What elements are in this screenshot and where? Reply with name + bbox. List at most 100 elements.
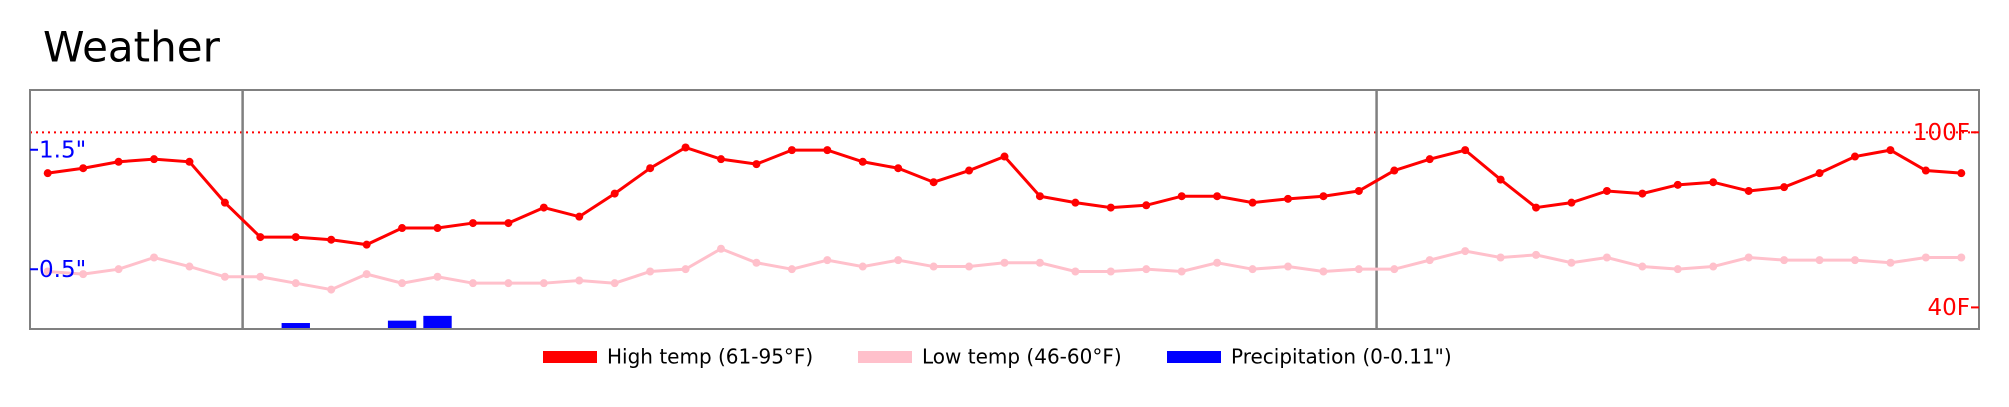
temp-point xyxy=(1815,169,1824,178)
temp-point xyxy=(1638,262,1647,271)
temp-point xyxy=(575,276,584,285)
temp-point xyxy=(220,272,229,281)
temp-point xyxy=(185,157,194,166)
temp-point xyxy=(433,224,442,233)
temp-point xyxy=(1496,253,1505,262)
temp-point xyxy=(1886,258,1895,267)
temp-point xyxy=(1532,203,1541,212)
temp-point xyxy=(646,164,655,173)
temp-point xyxy=(1673,180,1682,189)
temp-point xyxy=(1213,192,1222,201)
precip-bar xyxy=(281,323,310,329)
temp-point xyxy=(1000,258,1009,267)
precip-bar xyxy=(423,315,452,329)
temp-point xyxy=(327,235,336,244)
legend-label: High temp (61-95°F) xyxy=(607,345,813,369)
temp-point xyxy=(1142,265,1151,274)
temp-point xyxy=(1709,262,1718,271)
temp-point xyxy=(1035,192,1044,201)
temp-point xyxy=(220,198,229,207)
temp-point xyxy=(1142,201,1151,210)
chart-title: Weather xyxy=(43,23,221,72)
temp-point xyxy=(752,258,761,267)
y-tick-label: 40F xyxy=(1928,295,1971,321)
temp-point xyxy=(1354,265,1363,274)
temp-point xyxy=(185,262,194,271)
temp-point xyxy=(1071,267,1080,276)
temp-point xyxy=(291,233,300,242)
legend-swatch xyxy=(543,351,597,363)
y2-tick-label: 1.5" xyxy=(39,137,86,163)
temp-point xyxy=(1461,146,1470,155)
temp-point xyxy=(1177,192,1186,201)
temp-point xyxy=(1957,169,1966,178)
temp-point xyxy=(1496,175,1505,184)
temp-point xyxy=(1921,253,1930,262)
temp-point xyxy=(575,212,584,221)
temp-line xyxy=(47,145,1962,247)
temp-point xyxy=(1213,258,1222,267)
temp-point xyxy=(468,279,477,288)
temp-point xyxy=(539,203,548,212)
temp-point xyxy=(1319,267,1328,276)
temp-point xyxy=(894,164,903,173)
temp-point xyxy=(1673,265,1682,274)
temp-point xyxy=(43,169,52,178)
temp-point xyxy=(114,157,123,166)
temp-point xyxy=(681,143,690,152)
temp-point xyxy=(256,272,265,281)
temp-point xyxy=(1709,178,1718,187)
temp-point xyxy=(1035,258,1044,267)
temp-point xyxy=(1071,198,1080,207)
temp-point xyxy=(787,265,796,274)
temp-point xyxy=(256,233,265,242)
legend-swatch xyxy=(1167,351,1221,363)
temp-point xyxy=(858,262,867,271)
temp-point xyxy=(1921,166,1930,175)
temp-point xyxy=(1567,198,1576,207)
temp-point xyxy=(717,244,726,253)
temp-point xyxy=(504,279,513,288)
legend-label: Precipitation (0-0.11") xyxy=(1231,345,1452,369)
temp-point xyxy=(1000,152,1009,161)
temp-point xyxy=(717,155,726,164)
temp-point xyxy=(539,279,548,288)
temp-point xyxy=(1850,256,1859,265)
temp-point xyxy=(1780,183,1789,192)
temp-point xyxy=(894,256,903,265)
y-tick-label: 100F xyxy=(1913,120,1970,146)
temp-point xyxy=(291,279,300,288)
temp-point xyxy=(1354,186,1363,195)
temp-point xyxy=(43,267,52,276)
temp-point xyxy=(1461,247,1470,256)
temp-point xyxy=(823,256,832,265)
temp-point xyxy=(1390,265,1399,274)
temp-point xyxy=(150,155,159,164)
temp-point xyxy=(150,253,159,262)
temp-point xyxy=(965,166,974,175)
temp-point xyxy=(1390,166,1399,175)
legend-label: Low temp (46-60°F) xyxy=(922,345,1122,369)
temp-point xyxy=(1744,186,1753,195)
precip-bar xyxy=(387,320,417,329)
temp-point xyxy=(610,279,619,288)
temp-point xyxy=(1106,267,1115,276)
temp-point xyxy=(1106,203,1115,212)
temp-point xyxy=(504,219,513,228)
temp-point xyxy=(681,265,690,274)
temp-point xyxy=(79,164,88,173)
temp-point xyxy=(1283,194,1292,203)
temp-point xyxy=(1638,189,1647,198)
temp-point xyxy=(362,240,371,249)
temp-point xyxy=(1283,262,1292,271)
temp-point xyxy=(929,178,938,187)
temp-point xyxy=(1850,152,1859,161)
temp-point xyxy=(1602,186,1611,195)
temp-point xyxy=(965,262,974,271)
temp-point xyxy=(1532,250,1541,259)
temp-point xyxy=(1248,265,1257,274)
temp-point xyxy=(1567,258,1576,267)
temp-point xyxy=(398,279,407,288)
temp-point xyxy=(1425,256,1434,265)
